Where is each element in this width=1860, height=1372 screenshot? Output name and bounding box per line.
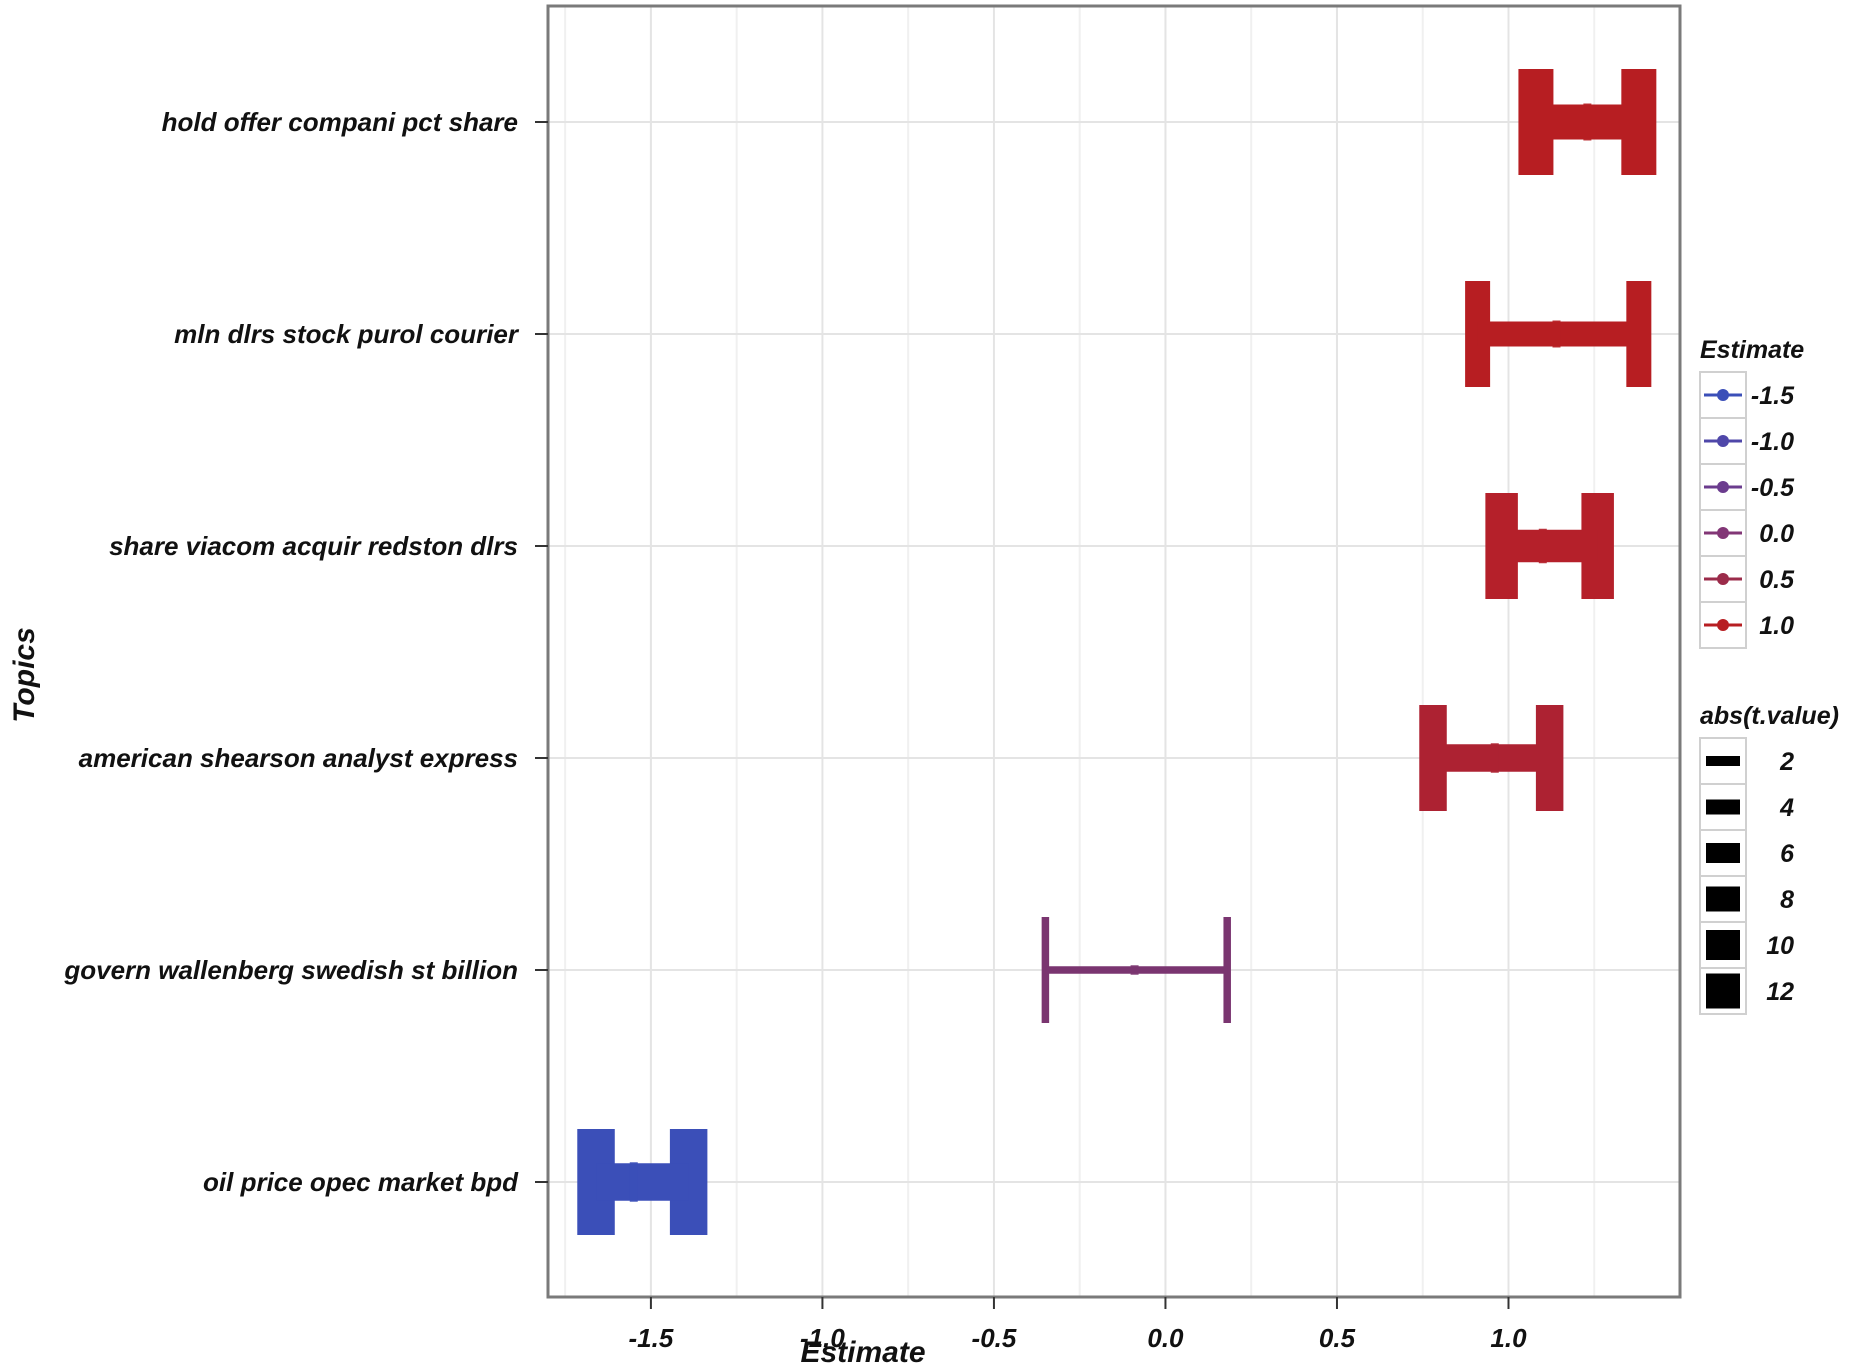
legend-key-point	[1717, 389, 1729, 401]
legend-estimate-label: 0.5	[1759, 566, 1795, 594]
legend-size-item: 6	[1699, 829, 1795, 877]
legend-key-bar	[1706, 756, 1740, 766]
y-tick-label: american shearson analyst express	[79, 743, 518, 773]
legend-size-item: 8	[1699, 875, 1794, 923]
y-tick-label: mln dlrs stock purol courier	[174, 319, 520, 349]
errorbar-estimate	[1538, 528, 1547, 564]
legend-size-label: 6	[1780, 840, 1795, 868]
errorbar	[1485, 493, 1614, 599]
legend-estimate-item: 1.0	[1699, 601, 1794, 649]
legend-estimate-item: -0.5	[1699, 463, 1795, 511]
y-tick-label: share viacom acquir redston dlrs	[109, 531, 518, 561]
legend-estimate-label: 1.0	[1759, 612, 1794, 640]
legend-key-bar	[1706, 799, 1740, 815]
legend-size-item: 2	[1699, 737, 1794, 785]
legend-size-item: 4	[1699, 783, 1794, 831]
legend-estimate-label: -1.5	[1751, 382, 1795, 410]
errorbar	[1041, 917, 1231, 1023]
legend-key-point	[1717, 573, 1729, 585]
errorbar-estimate	[1552, 320, 1561, 348]
legend-size-item: 10	[1699, 921, 1794, 969]
legend-estimate-item: -1.0	[1699, 417, 1794, 465]
legend-estimate-label: -1.0	[1751, 428, 1794, 456]
legend-estimate-item: 0.0	[1699, 509, 1794, 557]
legend-key-bar	[1706, 843, 1740, 863]
legend-key-bar	[1706, 886, 1740, 912]
y-tick-label: hold offer compani pct share	[162, 107, 518, 137]
x-tick-label: -1.0	[800, 1323, 845, 1353]
plot-data	[577, 69, 1657, 1235]
legend-estimate-label: -0.5	[1751, 474, 1795, 502]
legend-estimate-label: 0.0	[1759, 520, 1794, 548]
errorbar-estimate	[629, 1162, 638, 1202]
x-axis-title: Estimate	[800, 1336, 925, 1369]
errorbar	[577, 1129, 708, 1235]
errorbar	[1465, 281, 1652, 387]
legend-estimate-title: Estimate	[1700, 336, 1804, 364]
legend-size-label: 10	[1766, 932, 1794, 960]
y-tick-label: oil price opec market bpd	[203, 1167, 519, 1197]
legend-estimate: Estimate -1.5 -1.0 -0.5 0.0 0.5 1.0	[1699, 336, 1804, 649]
x-tick-label: -0.5	[972, 1323, 1017, 1353]
x-tick-label: 0.0	[1147, 1323, 1184, 1353]
y-axis-title: Topics	[8, 627, 41, 723]
legend-size-label: 12	[1766, 978, 1794, 1006]
y-tick-label: govern wallenberg swedish st billion	[63, 955, 518, 985]
errorbar	[1518, 69, 1657, 175]
x-tick-label: 0.5	[1319, 1323, 1356, 1353]
legend-size-title: abs(t.value)	[1700, 702, 1839, 730]
legend-estimate-item: -1.5	[1699, 371, 1795, 419]
errorbar-estimate	[1490, 743, 1499, 773]
legend-size-label: 4	[1779, 794, 1794, 822]
plot-panel-border	[546, 4, 1682, 1299]
legend-key-point	[1717, 435, 1729, 447]
legend-size-label: 2	[1779, 748, 1794, 776]
legend-size-item: 12	[1699, 967, 1794, 1015]
legend-key-point	[1717, 481, 1729, 493]
x-tick-label: 1.0	[1490, 1323, 1527, 1353]
legend-key-bar	[1706, 973, 1740, 1009]
axes: -1.5 -1.0 -0.5 0.0 0.5 1.0 hold offer compani …	[63, 107, 1527, 1353]
errorbar	[1419, 705, 1564, 811]
errorbar-estimate	[1130, 965, 1139, 975]
legend-abs-t-value: abs(t.value) 2 4 6 8 10 12	[1699, 702, 1839, 1015]
errorbar-range	[596, 1163, 689, 1201]
legend-size-label: 8	[1780, 886, 1794, 914]
x-tick-label: -1.5	[629, 1323, 674, 1353]
legend-key-bar	[1706, 930, 1740, 960]
errorbar-range	[1501, 529, 1598, 563]
errorbar-estimate	[1583, 103, 1592, 141]
legend-estimate-item: 0.5	[1699, 555, 1795, 603]
legend-key-point	[1717, 619, 1729, 631]
grid	[548, 6, 1680, 1297]
legend-key-point	[1717, 527, 1729, 539]
